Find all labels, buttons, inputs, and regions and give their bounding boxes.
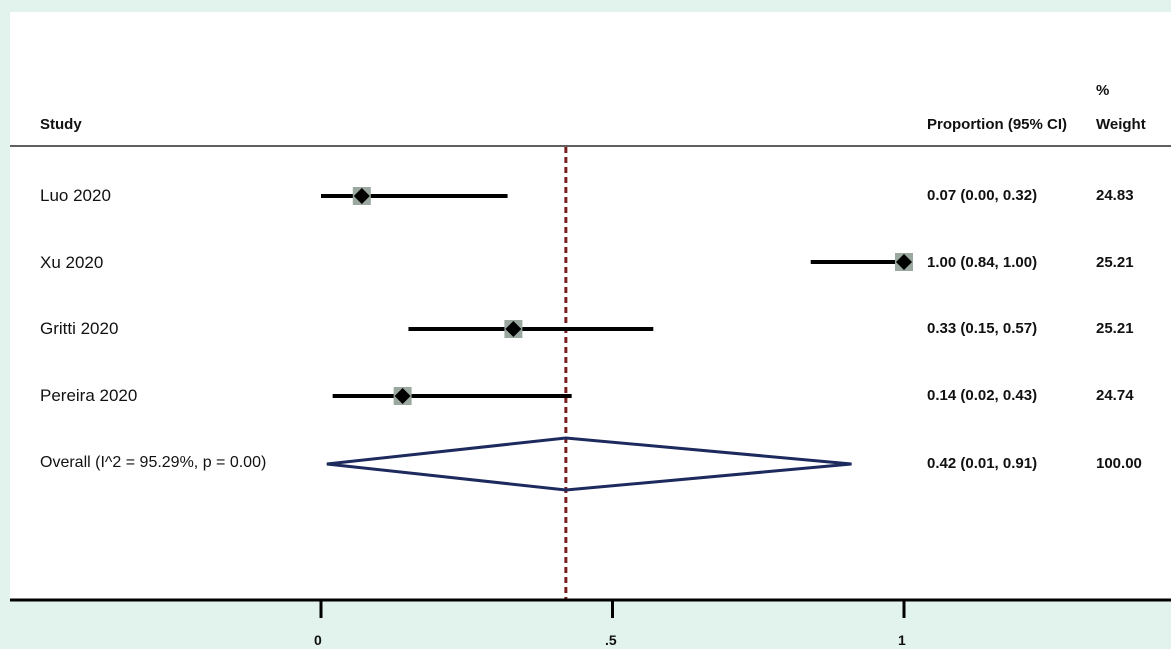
point-estimate-marker <box>896 254 912 270</box>
weight-header: Weight <box>1096 116 1146 133</box>
overall-ci-text: 0.42 (0.01, 0.91) <box>927 455 1038 472</box>
study-ci-text: 0.14 (0.02, 0.43) <box>927 387 1038 404</box>
estimate-header: Proportion (95% CI) <box>927 116 1068 133</box>
tick-label: 1 <box>898 632 906 648</box>
axis-strip <box>0 600 1171 649</box>
study-label: Gritti 2020 <box>40 319 119 338</box>
study-header: Study <box>40 116 82 133</box>
study-weight: 24.74 <box>1096 387 1134 404</box>
study-ci-text: 0.33 (0.15, 0.57) <box>927 320 1038 337</box>
study-ci-text: 1.00 (0.84, 1.00) <box>927 254 1038 271</box>
point-estimate-marker <box>353 188 370 204</box>
weight-header-percent: % <box>1096 82 1110 99</box>
overall-label: Overall (I^2 = 95.29%, p = 0.00) <box>40 454 267 471</box>
study-weight: 25.21 <box>1096 320 1134 337</box>
overall-diamond <box>326 436 852 492</box>
study-rows <box>321 187 913 405</box>
study-weight: 24.83 <box>1096 187 1134 204</box>
study-label: Luo 2020 <box>40 186 111 205</box>
study-label: Xu 2020 <box>40 253 104 272</box>
tick-label: 0 <box>314 632 322 648</box>
study-label: Pereira 2020 <box>40 386 138 405</box>
overall-weight: 100.00 <box>1096 455 1142 472</box>
point-estimate-marker <box>394 388 411 404</box>
study-weight: 25.21 <box>1096 254 1134 271</box>
x-axis-ticks <box>319 600 906 618</box>
tick-label: .5 <box>605 632 617 648</box>
point-estimate-marker <box>505 321 522 337</box>
study-ci-text: 0.07 (0.00, 0.32) <box>927 187 1038 204</box>
